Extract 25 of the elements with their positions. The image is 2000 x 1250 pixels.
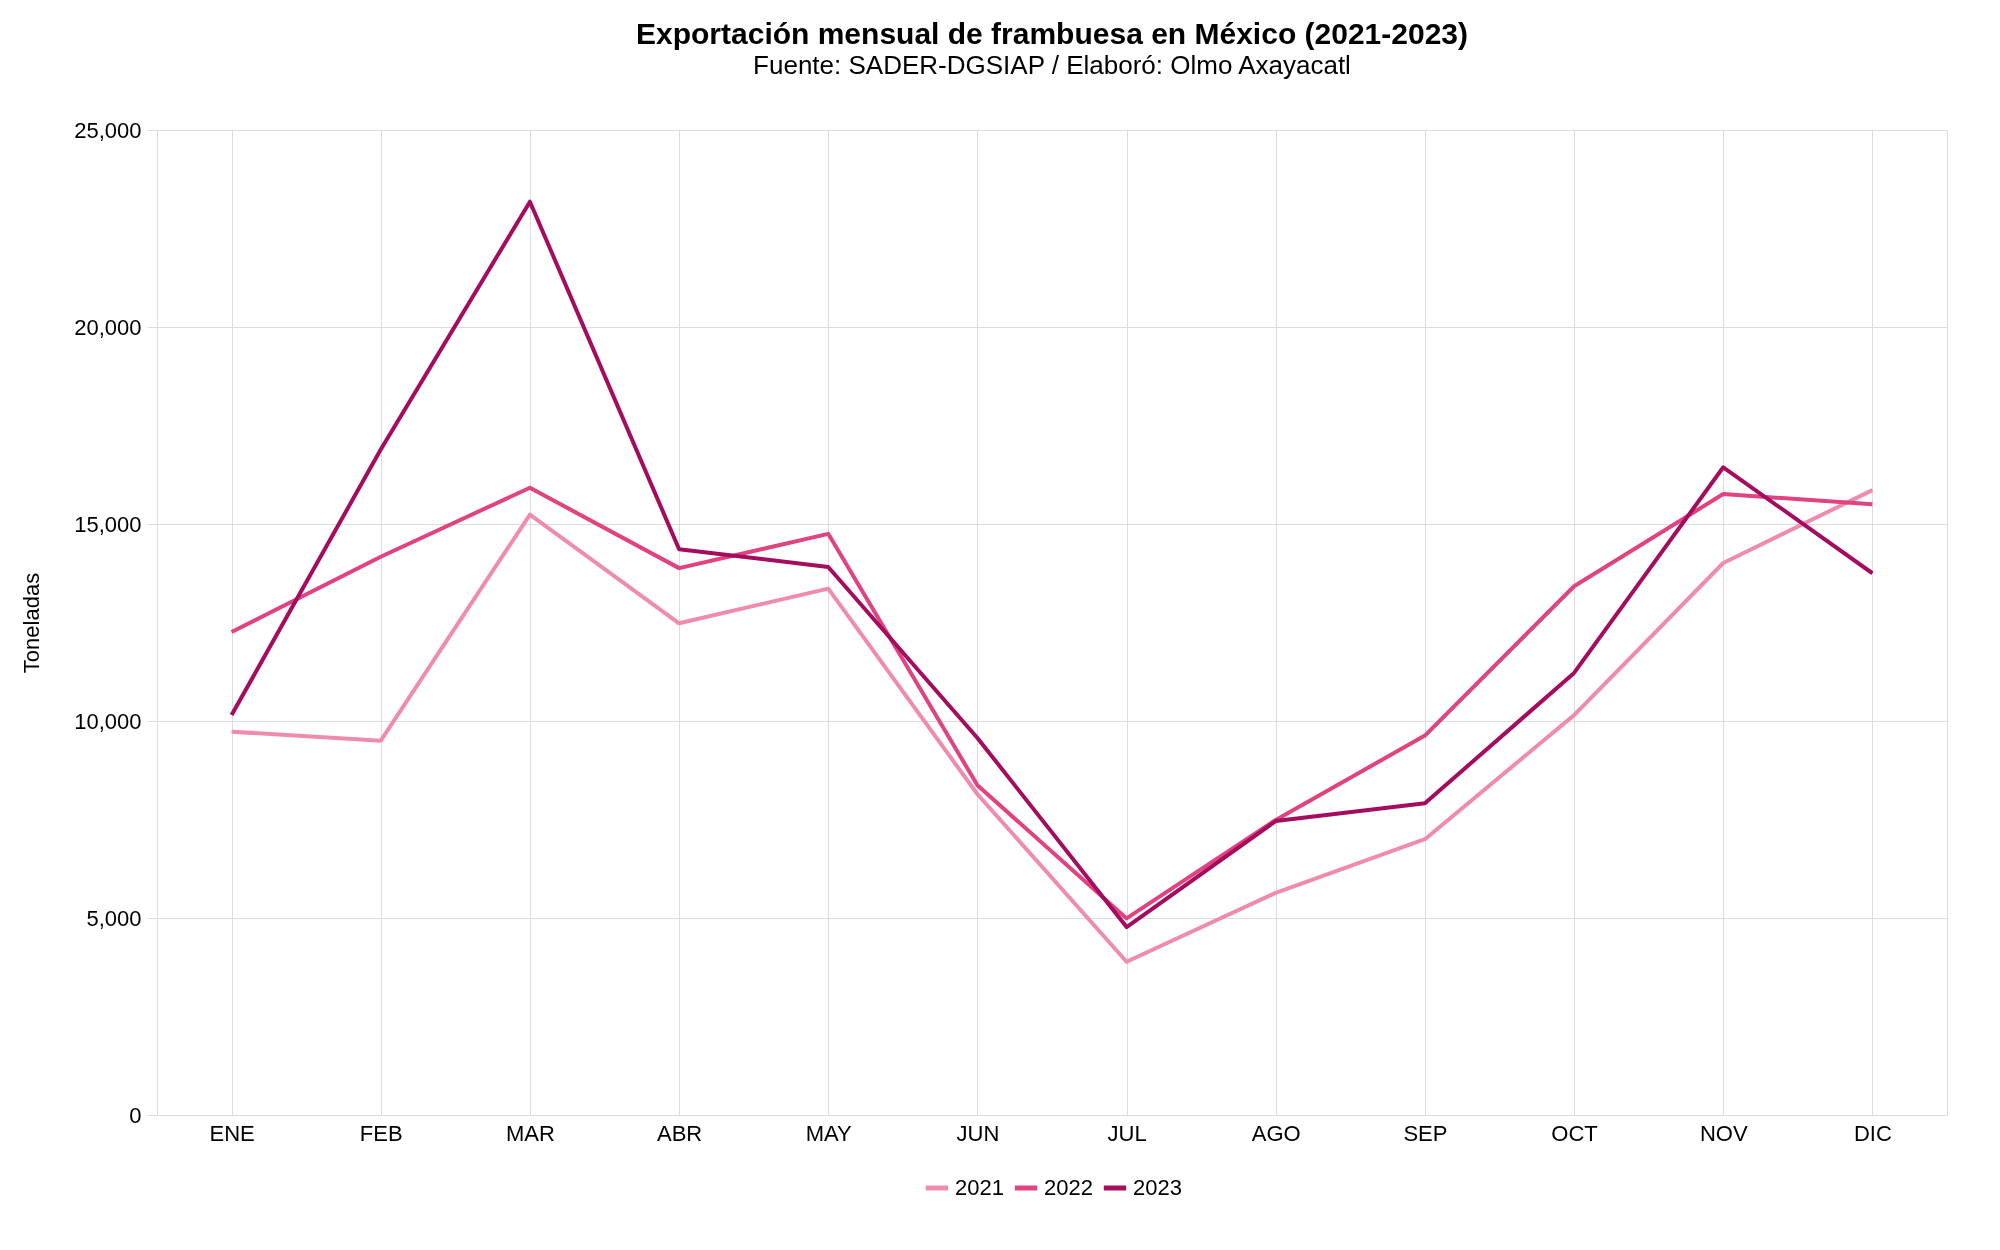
x-tick-label: JUL [1107,1120,1147,1146]
legend-label: 2022 [1044,1175,1093,1200]
x-tick-label: SEP [1403,1120,1448,1146]
legend-label: 2023 [1133,1175,1182,1200]
x-tick-label: MAR [505,1120,555,1146]
x-tick-label: JUN [956,1120,1000,1146]
x-tick-label: OCT [1551,1120,1598,1146]
y-tick-label: 10,000 [74,708,142,734]
y-tick-label: 5,000 [86,905,142,931]
x-tick-label: DIC [1853,1120,1892,1146]
x-tick-label: ABR [656,1120,703,1146]
legend-label: 2021 [955,1175,1004,1200]
y-tick-label: 0 [129,1102,142,1128]
x-tick-label: MAY [805,1120,853,1146]
y-axis-title: Toneladas [19,572,45,674]
x-tick-label: ENE [209,1120,255,1146]
x-tick-label: FEB [359,1120,403,1146]
y-tick-label: 20,000 [74,314,142,340]
x-tick-label: AGO [1251,1120,1301,1146]
chart-subtitle: Fuente: SADER-DGSIAP / Elaboró: Olmo Axayacatl [753,50,1351,80]
chart-title: Exportación mensual de frambuesa en México (2021-2023) [636,17,1468,50]
y-tick-label: 15,000 [74,511,142,537]
line-series [229,199,1875,930]
x-tick-label: NOV [1699,1120,1748,1146]
y-tick-label: 25,000 [74,117,142,143]
